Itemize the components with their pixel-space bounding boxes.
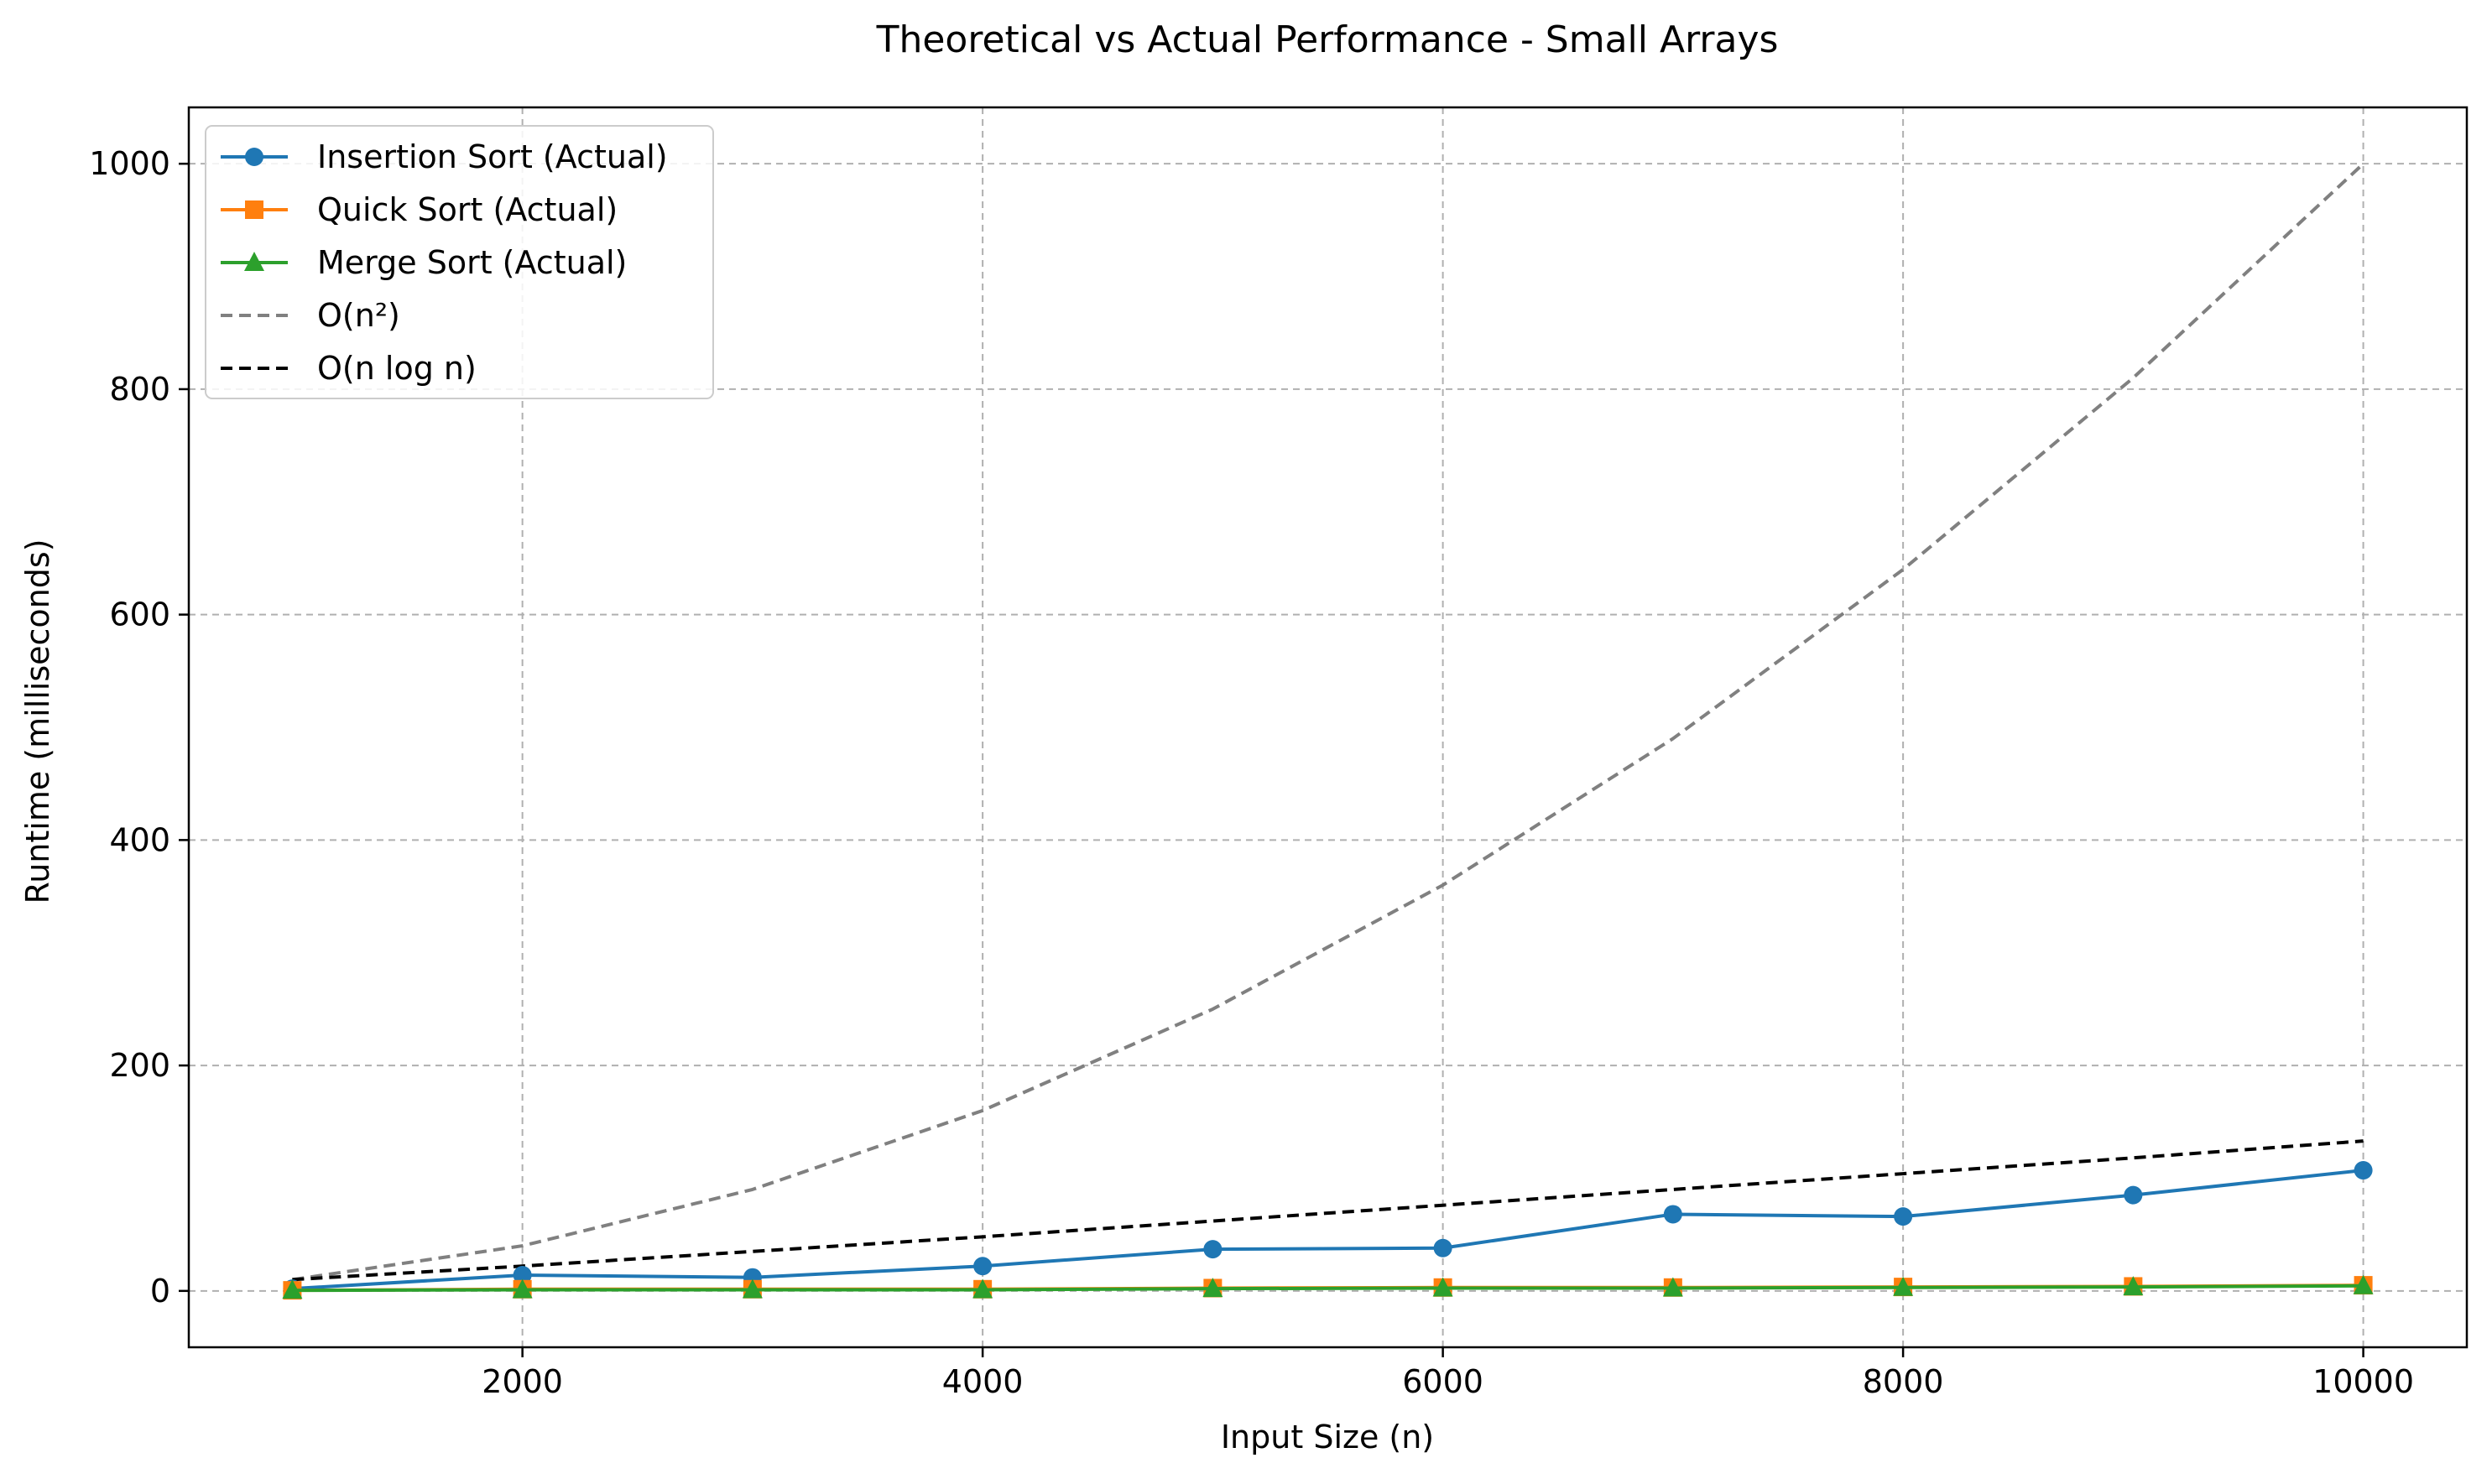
plot-frame [187,106,2469,1349]
data-point [2353,1274,2374,1294]
data-point [1893,1276,1914,1296]
y-tick-label: 600 [109,596,170,633]
data-point [1894,1207,1913,1226]
data-point [513,1266,532,1285]
data-point [1202,1278,1223,1298]
series-line [292,162,2364,1282]
legend-marker [245,148,263,166]
series-line [292,1139,2364,1282]
x-tick-label: 8000 [1863,1363,1944,1400]
series-o-n [292,162,2364,1282]
x-axis-label: Input Size (n) [1221,1419,1434,1455]
y-tick-label: 800 [109,371,170,408]
legend-label: O(n²) [317,297,400,334]
series-layer [282,162,2374,1300]
y-tick-label: 200 [109,1047,170,1084]
y-axis-label: Runtime (milliseconds) [19,539,56,903]
series-insertion-sort-actual [283,1161,2373,1299]
data-point [972,1278,993,1299]
legend-item: O(n log n) [221,350,477,387]
legend-label: Insertion Sort (Actual) [317,138,668,175]
legend-item: Insertion Sort (Actual) [221,138,668,175]
data-point [1662,1277,1683,1297]
data-point [2354,1161,2373,1180]
legend-item: O(n²) [221,297,400,334]
data-point [1203,1240,1223,1259]
legend-label: Merge Sort (Actual) [317,244,627,281]
ticks-layer: 2000 4000 6000 8000 10000 0 200 400 600 800 1000 [89,145,2414,1400]
data-point [973,1257,993,1276]
series-o-n-log-n [292,1139,2364,1282]
legend-label: O(n log n) [317,350,477,387]
series-line [292,1284,2364,1293]
legend-marker [245,200,263,219]
data-point [282,1279,303,1299]
series-line [292,1169,2364,1291]
y-tick-label: 1000 [89,145,170,182]
series-merge-sort-actual [282,1274,2374,1299]
data-point [1663,1205,1682,1224]
data-point [1433,1238,1452,1257]
legend-item: Quick Sort (Actual) [221,191,618,228]
chart-title: Theoretical vs Actual Performance - Smal… [876,18,1779,61]
x-tick-label: 4000 [942,1363,1024,1400]
legend-label: Quick Sort (Actual) [317,191,618,228]
legend-marker [244,252,264,271]
data-point [742,1278,763,1299]
data-point [1432,1277,1453,1297]
x-tick-label: 6000 [1402,1363,1483,1400]
x-tick-label: 10000 [2312,1363,2414,1400]
legend: Insertion Sort (Actual) Quick Sort (Actua… [205,125,714,399]
legend-item: Merge Sort (Actual) [221,244,627,281]
data-point [2123,1276,2144,1296]
data-point [512,1278,533,1299]
data-point [2124,1185,2143,1205]
legend-box [205,125,714,399]
y-tick-label: 0 [150,1273,170,1310]
y-tick-label: 400 [109,821,170,858]
x-tick-label: 2000 [482,1363,563,1400]
